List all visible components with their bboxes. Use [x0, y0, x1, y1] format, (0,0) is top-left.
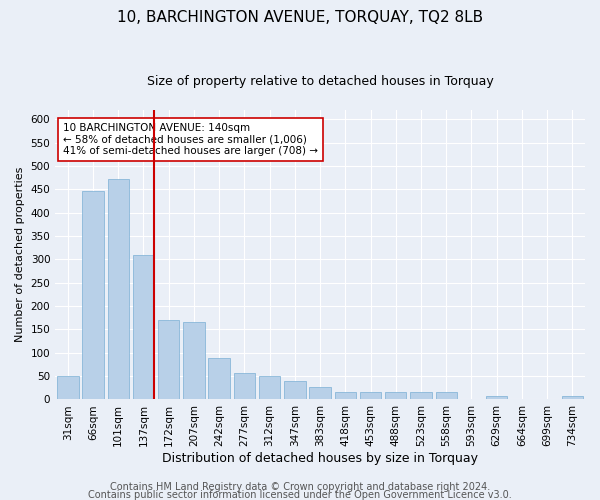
Bar — [158, 320, 179, 400]
Text: Contains HM Land Registry data © Crown copyright and database right 2024.: Contains HM Land Registry data © Crown c… — [110, 482, 490, 492]
Bar — [259, 376, 280, 400]
Bar — [385, 392, 406, 400]
X-axis label: Distribution of detached houses by size in Torquay: Distribution of detached houses by size … — [162, 452, 478, 465]
Bar — [335, 392, 356, 400]
Bar — [562, 396, 583, 400]
Text: 10, BARCHINGTON AVENUE, TORQUAY, TQ2 8LB: 10, BARCHINGTON AVENUE, TORQUAY, TQ2 8LB — [117, 10, 483, 25]
Bar — [360, 392, 381, 400]
Y-axis label: Number of detached properties: Number of detached properties — [15, 167, 25, 342]
Bar — [82, 191, 104, 400]
Bar — [107, 178, 129, 400]
Bar — [133, 254, 154, 400]
Bar — [436, 392, 457, 400]
Title: Size of property relative to detached houses in Torquay: Size of property relative to detached ho… — [147, 75, 493, 88]
Bar — [410, 392, 432, 400]
Bar — [284, 381, 305, 400]
Text: 10 BARCHINGTON AVENUE: 140sqm
← 58% of detached houses are smaller (1,006)
41% o: 10 BARCHINGTON AVENUE: 140sqm ← 58% of d… — [63, 123, 318, 156]
Bar — [208, 358, 230, 400]
Text: Contains public sector information licensed under the Open Government Licence v3: Contains public sector information licen… — [88, 490, 512, 500]
Bar — [310, 387, 331, 400]
Bar — [233, 373, 255, 400]
Bar — [486, 396, 508, 400]
Bar — [57, 376, 79, 400]
Bar — [183, 322, 205, 400]
